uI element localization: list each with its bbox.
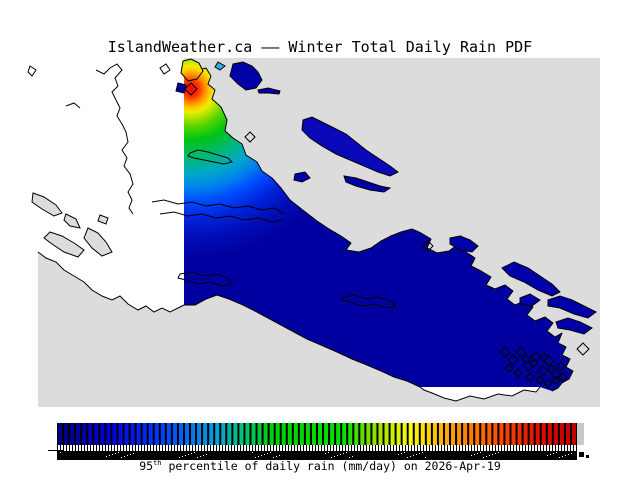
- colorbar-axis-cross-h: [48, 450, 64, 451]
- coastline-south-tip: [419, 386, 541, 402]
- gulf-island-3: [519, 293, 541, 307]
- colorbar-axis-cross-v: [57, 444, 58, 458]
- colorbar-end-cap: [577, 423, 584, 445]
- gulf-island-4: [555, 317, 593, 335]
- plot-title: IslandWeather.ca —— Winter Total Daily R…: [107, 38, 533, 56]
- land-south-tip-no-data: [420, 387, 540, 401]
- station-markers: [184, 82, 590, 388]
- colorbar-bins: [58, 423, 576, 445]
- islet-arc: [257, 87, 281, 95]
- island-lasqueti: [343, 175, 392, 193]
- coastline-island-east: [183, 61, 574, 392]
- island-texada: [301, 116, 399, 177]
- colorbar-end-mark-2: [586, 455, 589, 458]
- caption-prefix: 95: [139, 459, 154, 473]
- colorbar-base: [57, 423, 577, 445]
- gulf-island-2: [547, 295, 597, 319]
- island-quadra: [229, 61, 263, 91]
- lakes-west: [31, 192, 113, 258]
- colorbar-ticks: [57, 445, 577, 451]
- islet-small-1: [293, 171, 311, 183]
- islet-cyan: [214, 61, 226, 71]
- colorbar-end-mark-1: [579, 452, 584, 457]
- colorbar-label-speckles: [60, 452, 572, 458]
- island-denman: [449, 235, 479, 253]
- water-outlines: [27, 63, 398, 309]
- islet-navy-near-hotspot: [175, 82, 187, 94]
- islet-green-in-halo: [180, 58, 204, 82]
- island-field-fill: [184, 62, 573, 391]
- caption-rest: percentile of daily rain (mm/day) on 202…: [161, 459, 501, 473]
- colorbar-label-band: [57, 451, 577, 460]
- colorbar-caption: 95th percentile of daily rain (mm/day) o…: [0, 459, 640, 473]
- coastline-island-west: [184, 294, 421, 388]
- gulf-island-1: [501, 261, 561, 297]
- caption-superscript: th: [153, 459, 162, 468]
- coastline-west: [37, 251, 185, 313]
